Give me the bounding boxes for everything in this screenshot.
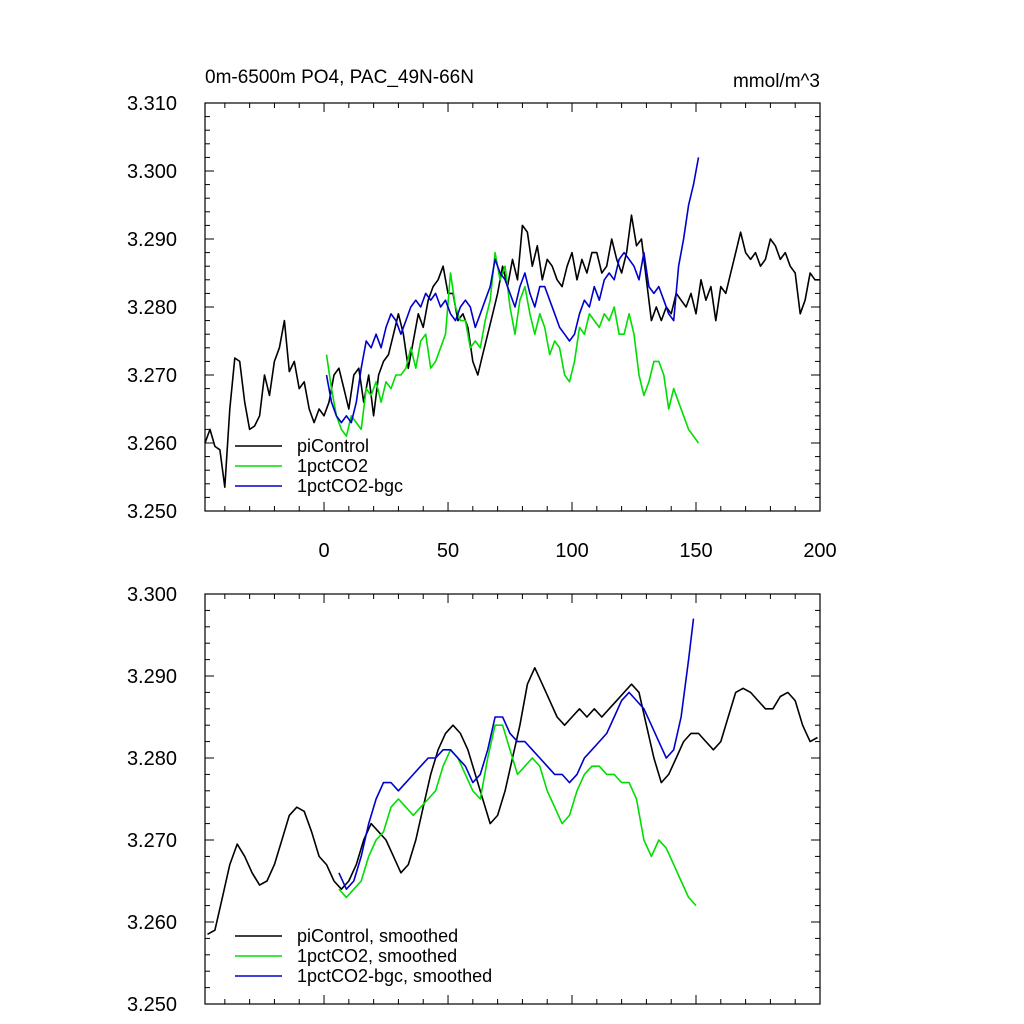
series-line [325, 251, 700, 444]
series-line [338, 618, 695, 890]
y-tick-label: 3.300 [127, 161, 177, 183]
series-line [338, 724, 697, 907]
x-tick-label: 50 [437, 540, 459, 562]
chart-title: 0m-6500m PO4, PAC_49N-66N [205, 67, 474, 88]
y-tick-label: 3.280 [127, 748, 177, 770]
y-tick-labels: 3.250 3.260 3.270 3.280 3.290 3.300 [127, 584, 177, 1016]
y-tick-label: 3.290 [127, 229, 177, 251]
y-tick-label: 3.290 [127, 666, 177, 688]
series-line [325, 157, 700, 424]
series-lines [204, 157, 820, 488]
y-tick-label: 3.300 [127, 584, 177, 606]
x-tick-label: 100 [555, 540, 588, 562]
legend-label: piControl, smoothed [297, 926, 458, 946]
legend-label: 1pctCO2-bgc, smoothed [297, 966, 492, 986]
y-tick-label: 3.260 [127, 912, 177, 934]
plot-frame [204, 593, 821, 1005]
legend-label: piControl [297, 436, 369, 456]
axis-ticks [205, 593, 821, 1005]
y-tick-label: 3.280 [127, 297, 177, 319]
top-panel: 0m-6500m PO4, PAC_49N-66N mmol/m^3 3.250… [127, 67, 837, 562]
legend-label: 1pctCO2, smoothed [297, 946, 457, 966]
legend-label: 1pctCO2-bgc [297, 476, 403, 496]
y-tick-label: 3.250 [127, 501, 177, 523]
bottom-panel: 3.250 3.260 3.270 3.280 3.290 3.300 piControl… [127, 584, 821, 1016]
y-tick-label: 3.270 [127, 365, 177, 387]
x-tick-labels: 0 50 100 150 200 [318, 540, 836, 562]
units-label: mmol/m^3 [733, 71, 820, 92]
y-tick-label: 3.260 [127, 433, 177, 455]
x-tick-label: 0 [318, 540, 329, 562]
x-tick-label: 200 [803, 540, 836, 562]
y-tick-labels: 3.250 3.260 3.270 3.280 3.290 3.300 3.310 [127, 93, 177, 523]
series-line [204, 214, 820, 488]
x-tick-label: 150 [679, 540, 712, 562]
y-tick-label: 3.310 [127, 93, 177, 115]
series-lines [207, 618, 818, 935]
legend-label: 1pctCO2 [297, 456, 368, 476]
y-tick-label: 3.270 [127, 830, 177, 852]
y-tick-label: 3.250 [127, 994, 177, 1016]
axis-ticks [205, 102, 821, 512]
